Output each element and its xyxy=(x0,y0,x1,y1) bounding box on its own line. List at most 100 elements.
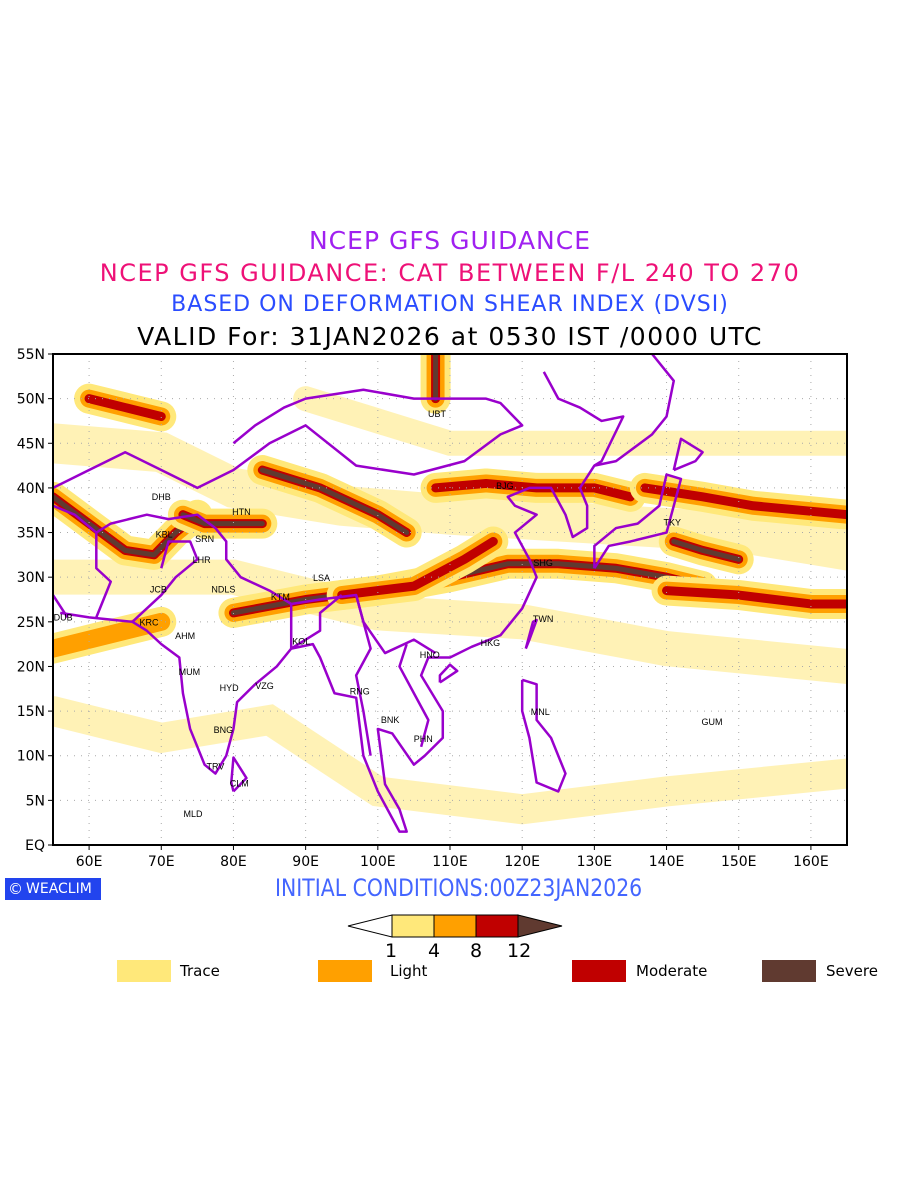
country-border xyxy=(542,371,625,467)
city-label-tky: TKY xyxy=(664,518,682,528)
colorbar-tick: 12 xyxy=(507,940,532,962)
legend-label-moderate: Moderate xyxy=(636,962,708,980)
lat-tick-label: 15N xyxy=(17,704,45,720)
lon-tick-label: 130E xyxy=(577,854,613,870)
colorbar-segment xyxy=(391,914,435,938)
country-border xyxy=(230,756,248,793)
turbulence-map: DHB HTN KBL SRN LHR JCB NDLS KTM LSA DUB KRC AHM KOL… xyxy=(17,347,848,870)
lat-tick-label: 20N xyxy=(17,659,45,675)
lat-tick-label: EQ xyxy=(25,838,45,854)
city-label-hyd: HYD xyxy=(220,683,240,693)
city-label-jcb: JCB xyxy=(150,585,167,595)
colorbar-tick: 8 xyxy=(470,940,483,962)
city-label-bnk: BNK xyxy=(381,715,400,725)
lat-tick-label: 5N xyxy=(26,793,45,809)
city-label-trv: TRV xyxy=(206,761,224,771)
country-border xyxy=(53,594,69,619)
lon-tick-label: 140E xyxy=(649,854,685,870)
legend-swatch-severe xyxy=(762,960,816,982)
city-label-srn: SRN xyxy=(195,534,214,544)
country-border xyxy=(524,618,538,650)
moderate-turbulence-band xyxy=(337,536,498,600)
city-label-bjg: BJG xyxy=(496,481,514,491)
country-border xyxy=(53,504,112,618)
city-label-mum: MUM xyxy=(179,667,201,677)
country-border xyxy=(95,513,437,655)
city-label-kol: KOL xyxy=(292,636,310,646)
city-label-hno: HNO xyxy=(420,650,440,660)
valid-time: VALID For: 31JAN2026 at 0530 IST /0000 U… xyxy=(137,322,763,351)
weaclim-logo: © WEACLIM xyxy=(5,878,101,900)
colorbar-tick: 4 xyxy=(428,940,441,962)
city-label-bng: BNG xyxy=(214,725,234,735)
city-label-mnl: MNL xyxy=(531,707,550,717)
city-label-kbl: KBL xyxy=(156,529,173,539)
lon-tick-label: 150E xyxy=(721,854,757,870)
city-label-clm: CLM xyxy=(230,778,249,788)
city-label-ahm: AHM xyxy=(175,631,195,641)
lat-tick-label: 55N xyxy=(17,347,45,363)
city-label-hkg: HKG xyxy=(481,638,501,648)
lat-tick-label: 10N xyxy=(17,749,45,765)
city-label-gum: GUM xyxy=(702,717,723,727)
colorbar-tick: 1 xyxy=(385,940,398,962)
city-label-ubt: UBT xyxy=(428,409,447,419)
moderate-turbulence-band xyxy=(662,586,847,609)
lat-tick-label: 30N xyxy=(17,570,45,586)
country-border xyxy=(672,437,704,472)
copyright-icon: © xyxy=(8,880,23,898)
colorbar xyxy=(347,914,563,938)
city-label-vzg: VZG xyxy=(255,681,274,691)
city-label-ndls: NDLS xyxy=(211,585,235,595)
lon-tick-label: 110E xyxy=(432,854,468,870)
logo-text: WEACLIM xyxy=(26,881,92,897)
country-border xyxy=(438,663,459,684)
severe-turbulence-band xyxy=(180,512,265,527)
city-label-htn: HTN xyxy=(232,507,251,517)
country-border xyxy=(60,354,676,833)
city-label-rng: RNG xyxy=(350,686,370,696)
city-label-krc: KRC xyxy=(139,618,159,628)
severe-turbulence-band xyxy=(671,538,742,562)
method-subtitle: BASED ON DEFORMATION SHEAR INDEX (DVSI) xyxy=(171,292,729,317)
country-border xyxy=(354,594,372,756)
map-content: DHB HTN KBL SRN LHR JCB NDLS KTM LSA DUB KRC AHM KOL… xyxy=(53,354,847,845)
lat-tick-label: 25N xyxy=(17,615,45,631)
country-border xyxy=(289,594,343,650)
country-border xyxy=(520,678,567,793)
severe-turbulence-band xyxy=(259,467,410,536)
city-label-shg: SHG xyxy=(533,558,553,568)
moderate-turbulence-band xyxy=(84,394,166,421)
lon-tick-label: 100E xyxy=(360,854,396,870)
country-border xyxy=(131,540,199,623)
city-label-dub: DUB xyxy=(54,612,73,622)
city-label-twn: TWN xyxy=(533,614,554,624)
trace-area xyxy=(53,559,847,684)
city-label-ktm: KTM xyxy=(271,592,290,602)
lon-tick-label: 60E xyxy=(76,854,103,870)
lat-tick-label: 50N xyxy=(17,392,45,408)
country-border xyxy=(398,643,430,748)
legend-label-light: Light xyxy=(390,962,428,980)
legend-label-severe: Severe xyxy=(826,962,878,980)
city-label-dhb: DHB xyxy=(152,492,171,502)
legend-swatch-light xyxy=(318,960,372,982)
city-label-phn: PHN xyxy=(414,734,433,744)
main-title: NCEP GFS GUIDANCE xyxy=(308,226,591,255)
colorbar-under-arrow xyxy=(347,914,393,938)
light-turbulence-band xyxy=(53,612,171,658)
legend-label-trace: Trace xyxy=(180,962,220,980)
lon-tick-label: 80E xyxy=(220,854,247,870)
colorbar-segment xyxy=(433,914,477,938)
severe-turbulence-band xyxy=(53,494,200,558)
initial-conditions: INITIAL CONDITIONS:00Z23JAN2026 xyxy=(275,874,643,902)
city-label-lsa: LSA xyxy=(313,573,330,583)
product-title: NCEP GFS GUIDANCE: CAT BETWEEN F/L 240 T… xyxy=(99,259,801,287)
lon-tick-label: 70E xyxy=(148,854,175,870)
country-border xyxy=(593,473,683,569)
legend-swatch-moderate xyxy=(572,960,626,982)
city-label-lhr: LHR xyxy=(193,555,212,565)
lat-tick-label: 40N xyxy=(17,481,45,497)
moderate-turbulence-band xyxy=(640,483,847,520)
